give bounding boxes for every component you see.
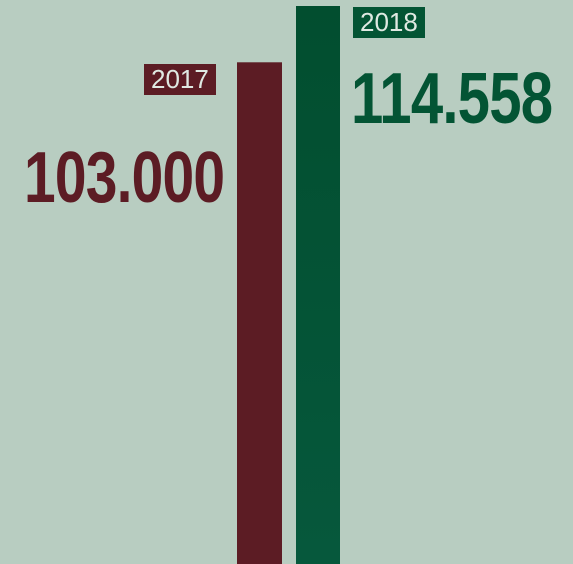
- data-label-2017: 103.000: [24, 138, 225, 218]
- data-label-2018: 114.558: [351, 59, 553, 139]
- bar-2017: [237, 62, 282, 564]
- category-label-2018: 2018: [353, 7, 425, 38]
- bar-2018: [296, 6, 340, 564]
- category-label-2017: 2017: [144, 64, 216, 96]
